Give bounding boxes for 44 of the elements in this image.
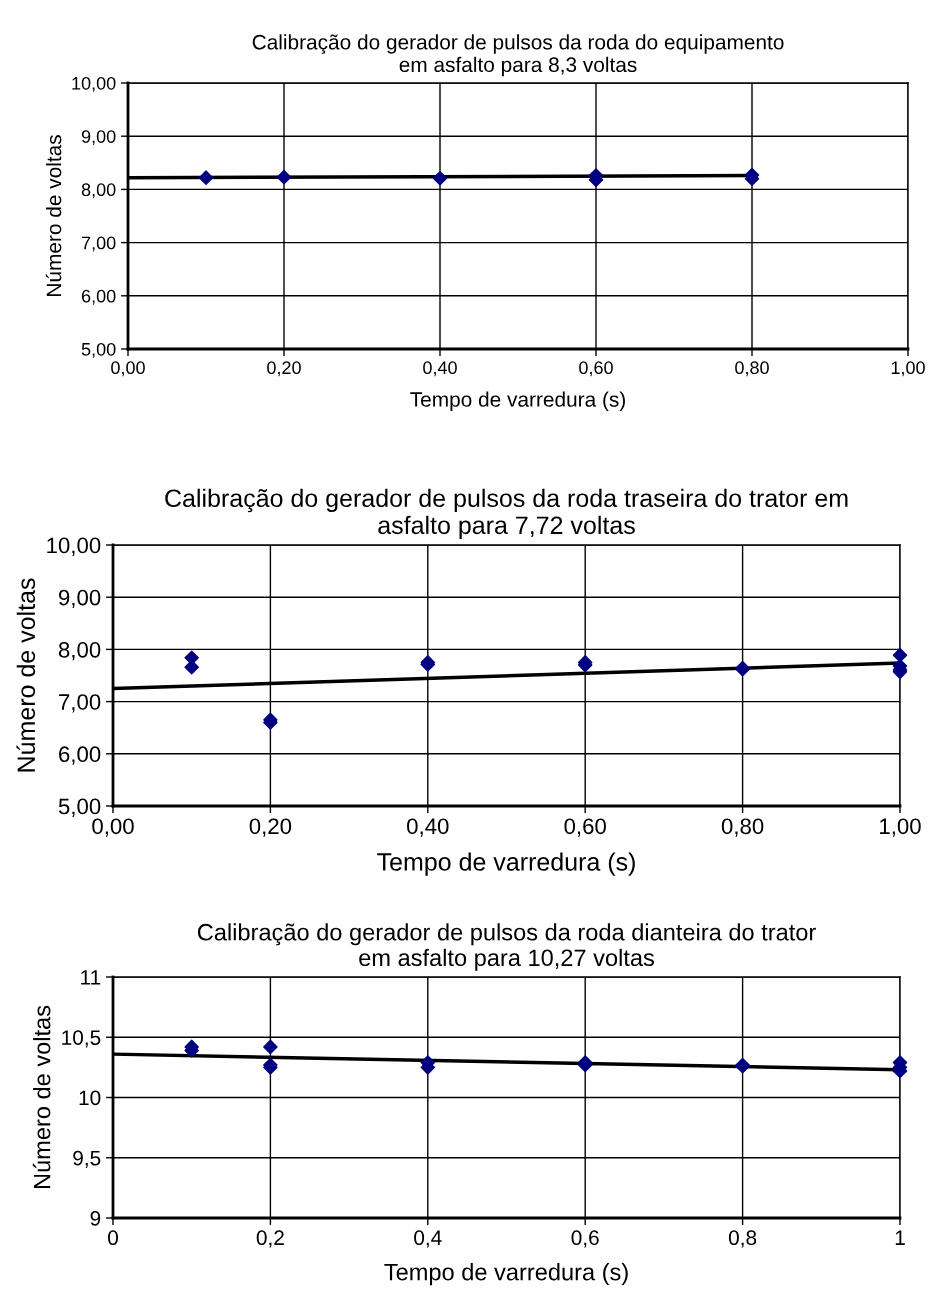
x-tick-label: 0,80 — [735, 361, 769, 377]
y-tick-label: 8,00 — [58, 641, 101, 661]
x-tick-label: 1,00 — [891, 361, 925, 377]
x-axis-title: Tempo de varredura (s) — [377, 852, 635, 876]
y-tick-label: 9 — [90, 1211, 101, 1226]
x-tick-label: 0,8 — [728, 1230, 757, 1248]
x-tick-label: 0 — [108, 1230, 118, 1246]
chart-title: Calibração do gerador de pulsos da roda traseira do trator em asfalto para 7,72 voltas — [165, 488, 848, 540]
y-tick-label: 6,00 — [59, 746, 101, 765]
y-tick-label: 10,00 — [72, 76, 116, 92]
x-axis-title: Tempo de varredura (s) — [384, 1263, 628, 1286]
y-tick-label: 10,5 — [62, 1030, 101, 1048]
x-tick-label: 0,60 — [564, 818, 606, 837]
x-tick-label: 1,00 — [880, 818, 921, 837]
y-tick-label: 8,00 — [81, 183, 116, 199]
x-tick-label: 0,6 — [571, 1230, 599, 1248]
y-tick-label: 6,00 — [81, 289, 116, 305]
y-tick-label: 5,00 — [58, 798, 101, 817]
y-tick-label: 7,00 — [81, 236, 116, 252]
y-tick-label: 11 — [81, 970, 101, 985]
x-tick-label: 0,40 — [423, 361, 457, 377]
y-tick-label: 10 — [79, 1090, 101, 1106]
chart-title: Calibração do gerador de pulsos da roda dianteira do trator em asfalto para 10,27 voltas — [197, 923, 816, 971]
chart-title: Calibração do gerador de pulsos da roda do equipamento em asfalto para 8,3 voltas — [252, 34, 784, 77]
x-tick-label: 0,00 — [92, 818, 134, 837]
x-tick-label: 1 — [895, 1230, 905, 1245]
y-tick-label: 9,5 — [73, 1150, 101, 1168]
x-tick-label: 0,60 — [579, 361, 613, 377]
y-tick-label: 5,00 — [81, 342, 116, 358]
y-tick-label: 9,00 — [81, 130, 116, 146]
x-tick-label: 0,00 — [111, 361, 145, 377]
x-tick-label: 0,4 — [414, 1230, 442, 1248]
x-tick-label: 0,40 — [407, 818, 449, 837]
y-tick-label: 9,00 — [58, 589, 101, 609]
y-tick-label: 10,00 — [47, 537, 101, 556]
x-axis-title: Tempo de varredura (s) — [410, 391, 625, 411]
y-axis-title: Número de voltas — [32, 1005, 51, 1189]
x-tick-label: 0,20 — [267, 361, 301, 377]
y-axis-title: Número de voltas — [16, 578, 36, 772]
x-tick-label: 0,20 — [249, 818, 292, 837]
x-tick-label: 0,2 — [256, 1230, 284, 1248]
x-tick-label: 0,80 — [721, 818, 764, 837]
y-tick-label: 7,00 — [59, 694, 101, 713]
y-axis-title: Número de voltas — [45, 135, 62, 296]
